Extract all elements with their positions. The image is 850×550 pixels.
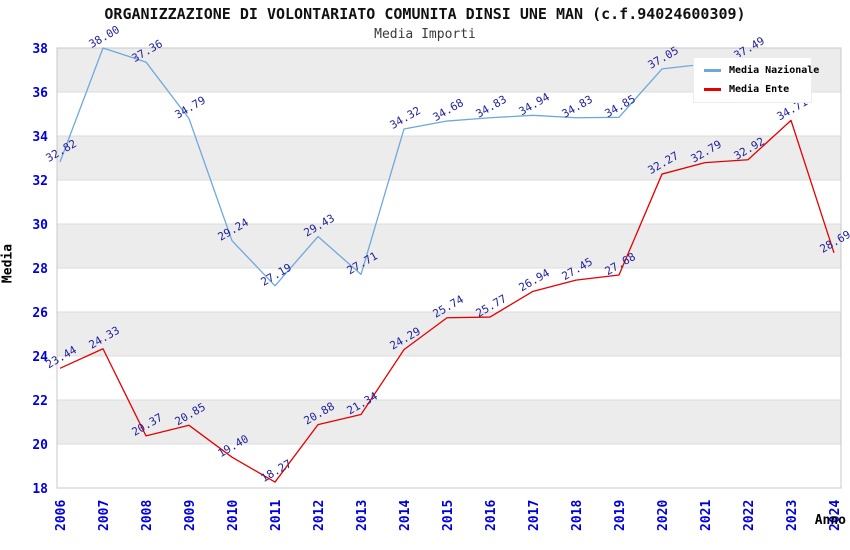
legend: Media Nazionale Media Ente [693,57,819,103]
x-tick-label: 2016 [484,500,499,531]
grid-band [57,136,841,180]
x-tick-label: 2010 [226,500,241,531]
y-tick-label: 22 [32,394,48,409]
x-tick-label: 2006 [54,500,69,531]
y-tick-label: 36 [32,86,48,101]
x-tick-label: 2020 [656,500,671,531]
data-label: 26.94 [517,266,553,294]
x-tick-label: 2022 [742,500,757,531]
y-tick-label: 30 [32,218,48,233]
y-tick-label: 38 [32,42,48,57]
series-line-nazionale [59,47,749,287]
y-tick-label: 24 [32,350,48,365]
legend-label: Media Ente [729,84,790,95]
x-tick-label: 2017 [527,500,542,531]
x-tick-label: 2019 [613,500,628,531]
series-line-ente [59,119,835,483]
legend-item-media-ente: Media Ente [704,83,807,96]
x-tick-label: 2008 [140,500,155,531]
y-tick-label: 26 [32,306,48,321]
x-tick-label: 2013 [355,500,370,531]
x-tick-label: 2021 [699,500,714,531]
x-tick-label: 2024 [828,500,843,531]
plot-border [56,47,842,489]
x-tick-label: 2012 [312,500,327,531]
x-axis-title: Anno [814,513,846,528]
y-tick-label: 18 [32,482,48,497]
legend-line-swatch-blue [704,69,721,72]
grid-band [57,224,841,268]
y-tick-label: 28 [32,262,48,277]
data-label: 38.00 [87,23,122,51]
x-tick-label: 2009 [183,500,198,531]
x-tick-label: 2007 [97,500,112,531]
chart-title: ORGANIZZAZIONE DI VOLONTARIATO COMUNITA … [104,5,746,23]
legend-item-media-nazionale: Media Nazionale [704,64,819,77]
grid-band [57,400,841,444]
y-tick-label: 34 [32,130,48,145]
x-tick-label: 2023 [785,500,800,531]
y-tick-label: 32 [32,174,48,189]
x-tick-label: 2018 [570,500,585,531]
grid-band [57,312,841,356]
data-label: 34.94 [517,90,553,118]
legend-label: Media Nazionale [729,65,820,76]
x-tick-label: 2011 [269,500,284,531]
data-label: 34.32 [388,104,423,132]
x-tick-label: 2014 [398,500,413,531]
chart-subtitle: Media Importi [374,27,476,42]
y-axis-title: Media [0,243,16,284]
y-tick-label: 20 [32,438,48,453]
x-tick-label: 2015 [441,500,456,531]
legend-line-swatch-red [704,88,721,91]
data-label: 34.79 [173,94,208,122]
data-label: 34.83 [560,93,595,121]
